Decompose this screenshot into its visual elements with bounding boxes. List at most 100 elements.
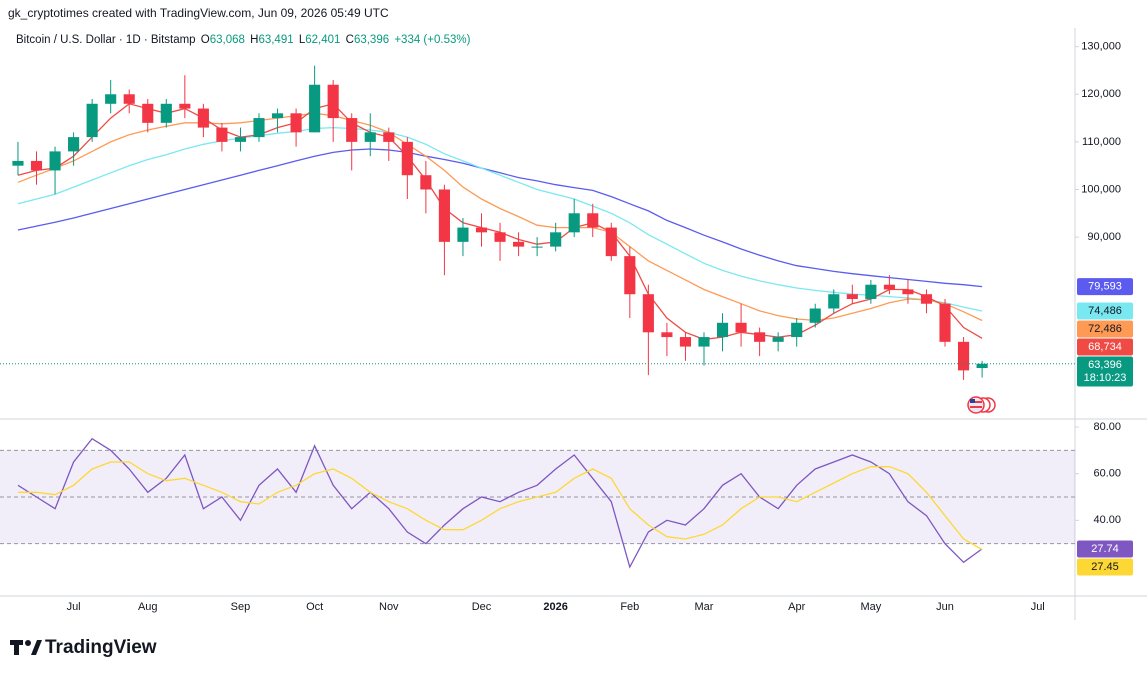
candle-body [327, 84, 339, 119]
rsi-tick-label: 40.00 [1093, 514, 1121, 526]
candle-body [234, 137, 247, 142]
price-tick-label: 90,000 [1087, 231, 1121, 243]
price-label-box [1077, 356, 1133, 387]
candle-body [68, 137, 80, 152]
candle-body [550, 232, 562, 247]
x-tick-label: May [860, 601, 881, 613]
candle-body [865, 284, 877, 299]
candle-body [754, 332, 766, 342]
candle-body [531, 246, 543, 248]
x-tick-label: Nov [379, 601, 399, 613]
price-label: 79,593 [1088, 281, 1122, 293]
close-value: 63,396 [354, 34, 389, 46]
candle-body [642, 294, 654, 333]
x-tick-label: Mar [695, 601, 714, 613]
candle-body [142, 103, 154, 123]
price-label: 18:10:23 [1084, 372, 1127, 384]
close-label: C [346, 34, 354, 46]
attribution: gk_cryptotimes created with TradingView.… [8, 6, 389, 20]
price-label-box [1077, 338, 1133, 356]
candle-body [105, 94, 117, 104]
x-tick-label: Oct [306, 601, 323, 613]
low-label: L [299, 34, 306, 46]
candle-body [271, 113, 284, 119]
price-label-box [1077, 302, 1133, 320]
candle-body [587, 213, 599, 228]
moving-average-line [17, 148, 983, 288]
price-tick-label: 120,000 [1081, 88, 1121, 100]
symbol: Bitcoin / U.S. Dollar · 1D · Bitstamp [16, 34, 196, 46]
price-label: 27.74 [1091, 543, 1119, 555]
price-label: 27.45 [1091, 561, 1119, 573]
candle-body [958, 341, 970, 371]
candle-body [383, 132, 395, 142]
candle-body [791, 322, 803, 338]
high-value: 63,491 [258, 34, 293, 46]
candle-body [420, 175, 432, 190]
candle-body [809, 308, 821, 323]
x-tick-label: Apr [788, 601, 805, 613]
x-tick-label: Aug [138, 601, 158, 613]
candle-body [494, 232, 506, 242]
candle-body [309, 84, 321, 133]
candle-body [12, 160, 24, 166]
candle-body [457, 227, 469, 242]
x-tick-label: Feb [620, 601, 639, 613]
candle-body [123, 94, 135, 104]
candle-body [698, 337, 710, 347]
candle-body [605, 227, 617, 257]
candle-body [716, 322, 729, 338]
candle-body [86, 103, 98, 138]
candle-body [197, 108, 209, 128]
candle-body [679, 337, 692, 347]
price-label-box [1077, 558, 1133, 576]
candle-body [253, 118, 265, 138]
change-value: +334 (+0.53%) [394, 34, 470, 46]
candle-body [160, 103, 172, 123]
price-label: 68,734 [1088, 341, 1122, 353]
price-label: 72,486 [1088, 323, 1122, 335]
low-value: 62,401 [305, 34, 340, 46]
legend: Bitcoin / U.S. Dollar · 1D · Bitstamp O6… [16, 34, 471, 46]
candle-body [346, 118, 358, 142]
candle-body [939, 303, 951, 342]
price-label-box [1077, 320, 1133, 338]
price-tick-label: 100,000 [1081, 183, 1121, 195]
price-label-box [1077, 540, 1133, 558]
logo-text: TradingView [45, 637, 157, 658]
price-tick-label: 110,000 [1082, 136, 1121, 148]
candle-body [846, 294, 858, 299]
x-tick-label: 2026 [543, 601, 567, 613]
rsi-line [18, 461, 983, 551]
price-tick-label: 130,000 [1081, 41, 1121, 53]
price-label: 63,396 [1088, 359, 1122, 371]
rsi-tick-label: 80.00 [1093, 421, 1121, 433]
event-icon [967, 396, 996, 414]
moving-average-line [17, 112, 983, 322]
x-tick-label: Dec [472, 601, 492, 613]
candle-body [216, 127, 228, 142]
candle-body [772, 337, 784, 342]
candle-body [902, 289, 914, 295]
candle-body [624, 256, 636, 295]
high-label: H [250, 34, 258, 46]
candle-body [475, 227, 488, 233]
candle-body [364, 132, 376, 142]
candle-body [735, 322, 747, 333]
open-value: 63,068 [210, 34, 245, 46]
price-label: 74,486 [1088, 305, 1122, 317]
candle-body [920, 294, 933, 304]
x-tick-label: Sep [231, 601, 251, 613]
candle-body [568, 213, 580, 233]
candle-body [401, 141, 413, 176]
candle-body [883, 284, 895, 290]
logo-icon [10, 640, 42, 655]
candle-body [438, 189, 450, 242]
x-tick-label: Jul [67, 601, 81, 613]
rsi-tick-label: 60.00 [1093, 468, 1121, 480]
candle-body [290, 113, 302, 133]
candle-body [976, 363, 988, 369]
candle-body [49, 151, 61, 171]
